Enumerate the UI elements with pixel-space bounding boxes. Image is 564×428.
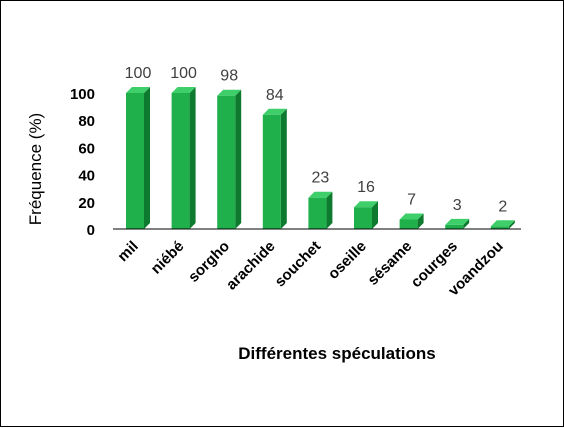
y-axis-ticks: 0 20 40 60 80 100 [70, 86, 95, 239]
data-label: 100 [170, 65, 197, 82]
data-label: 98 [220, 68, 238, 85]
bar-side [144, 87, 150, 229]
category-label: souchet [272, 238, 325, 291]
bar-front [490, 226, 509, 229]
bar-front [399, 219, 418, 229]
bar-top [126, 87, 150, 93]
category-label: mil [114, 238, 141, 265]
bar-side [280, 108, 287, 229]
bar-top [262, 108, 287, 115]
bar-front [445, 224, 464, 229]
bar-front [126, 93, 144, 229]
bar-side [508, 220, 515, 229]
bar-5 [354, 201, 378, 229]
bars-group [126, 87, 515, 229]
bar-side [372, 201, 378, 229]
bar-side [417, 213, 424, 229]
bar-front [354, 207, 372, 229]
bar-0 [126, 87, 150, 229]
bar-front [217, 95, 236, 229]
bar-top [171, 87, 196, 93]
y-tick-label: 60 [78, 140, 95, 157]
bar-top [490, 220, 515, 227]
bar-7 [445, 218, 470, 229]
y-tick-label: 0 [87, 222, 95, 239]
bar-front [262, 114, 281, 229]
data-label: 3 [453, 197, 462, 214]
bar-8 [490, 220, 515, 229]
x-axis-title: Différentes spéculations [238, 344, 435, 363]
bar-top [354, 201, 378, 208]
bar-top [445, 218, 470, 225]
bar-top [308, 191, 333, 198]
bar-6 [399, 213, 424, 229]
bar-top [217, 89, 242, 96]
bar-side [326, 191, 333, 229]
category-label: arachide [223, 238, 279, 294]
y-axis-title: Fréquence (%) [26, 113, 45, 225]
bar-3 [262, 108, 287, 229]
data-label: 100 [125, 65, 152, 82]
bar-front [308, 197, 327, 229]
bar-top [399, 213, 424, 220]
data-label: 2 [498, 198, 507, 215]
y-tick-label: 80 [78, 113, 95, 130]
bar-4 [308, 191, 333, 229]
category-label: niébé [148, 238, 188, 278]
bar-2 [217, 89, 242, 229]
bar-side [189, 87, 196, 229]
data-label: 84 [266, 87, 284, 104]
bar-side [235, 89, 242, 229]
category-label: sésame [364, 238, 415, 289]
category-label: oseille [325, 238, 370, 283]
data-label: 23 [312, 170, 330, 187]
y-tick-label: 100 [70, 86, 95, 103]
data-label: 16 [357, 179, 375, 196]
bar-1 [171, 87, 196, 229]
bar-front [171, 93, 190, 229]
y-tick-label: 40 [78, 168, 95, 185]
bar-side [463, 218, 470, 229]
y-tick-label: 20 [78, 195, 95, 212]
data-label: 7 [407, 191, 416, 208]
data-labels-group: 100 100 98 84 23 16 7 3 2 [125, 65, 508, 215]
